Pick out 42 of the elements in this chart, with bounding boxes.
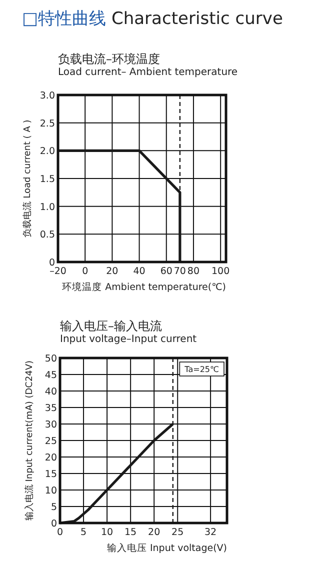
- y-tick-label: 2.0: [40, 146, 55, 158]
- y-tick-label: 3.0: [40, 90, 55, 102]
- x-tick-label: 80: [187, 266, 200, 277]
- chart-title: 输入电压–输入电流: [60, 319, 162, 333]
- chart-subtitle: Load current– Ambient temperature: [58, 67, 238, 78]
- y-tick-label: 35: [44, 403, 57, 414]
- y-tick-label: 15: [44, 469, 57, 480]
- x-axis-title: 环境温度 Ambient temperature(℃): [62, 281, 226, 293]
- x-tick-label: –20: [50, 266, 66, 277]
- x-tick-label: 0: [82, 266, 88, 277]
- y-axis-title: 负载电流 Load current ( A ): [22, 120, 33, 238]
- y-tick-label: 20: [44, 452, 57, 464]
- x-tick-label: 15: [124, 527, 137, 538]
- y-axis-title: 输入电流 Input current(mA) (DC24V): [24, 360, 35, 521]
- x-tick-label: 10: [100, 527, 114, 538]
- annotation: Ta=25℃: [184, 365, 220, 374]
- y-tick-label: 50: [44, 354, 57, 364]
- y-tick-label: 1.0: [40, 202, 55, 213]
- x-axis-title: 输入电压 Input voltage(V): [106, 542, 227, 554]
- y-tick-label: 0: [50, 518, 57, 530]
- x-tick-label: 32: [204, 527, 217, 538]
- y-tick-label: 30: [44, 420, 57, 430]
- chart-title: 负载电流–环境温度: [58, 52, 160, 66]
- y-tick-label: 0: [48, 258, 55, 268]
- x-tick-label: 20: [106, 266, 118, 277]
- x-tick-label: 70: [174, 266, 186, 277]
- x-tick-label: 40: [133, 266, 146, 277]
- y-tick-label: 25: [44, 436, 57, 447]
- text: □特性曲线 Characteristic curve: [22, 9, 283, 29]
- y-tick-label: 10: [44, 486, 57, 496]
- y-tick-label: 1.5: [40, 174, 55, 185]
- x-tick-label: 5: [80, 527, 87, 538]
- y-tick-label: 45: [44, 370, 57, 381]
- y-tick-label: 2.5: [40, 118, 55, 130]
- x-tick-label: 100: [212, 266, 230, 277]
- x-tick-label: 60: [160, 266, 172, 277]
- x-tick-label: 20: [148, 527, 160, 538]
- chart-subtitle: Input voltage–Input current: [60, 334, 197, 345]
- y-tick-label: 5: [50, 502, 57, 513]
- y-tick-label: 40: [44, 386, 57, 398]
- x-tick-label: 25: [172, 527, 184, 538]
- y-tick-label: 0.5: [40, 230, 55, 241]
